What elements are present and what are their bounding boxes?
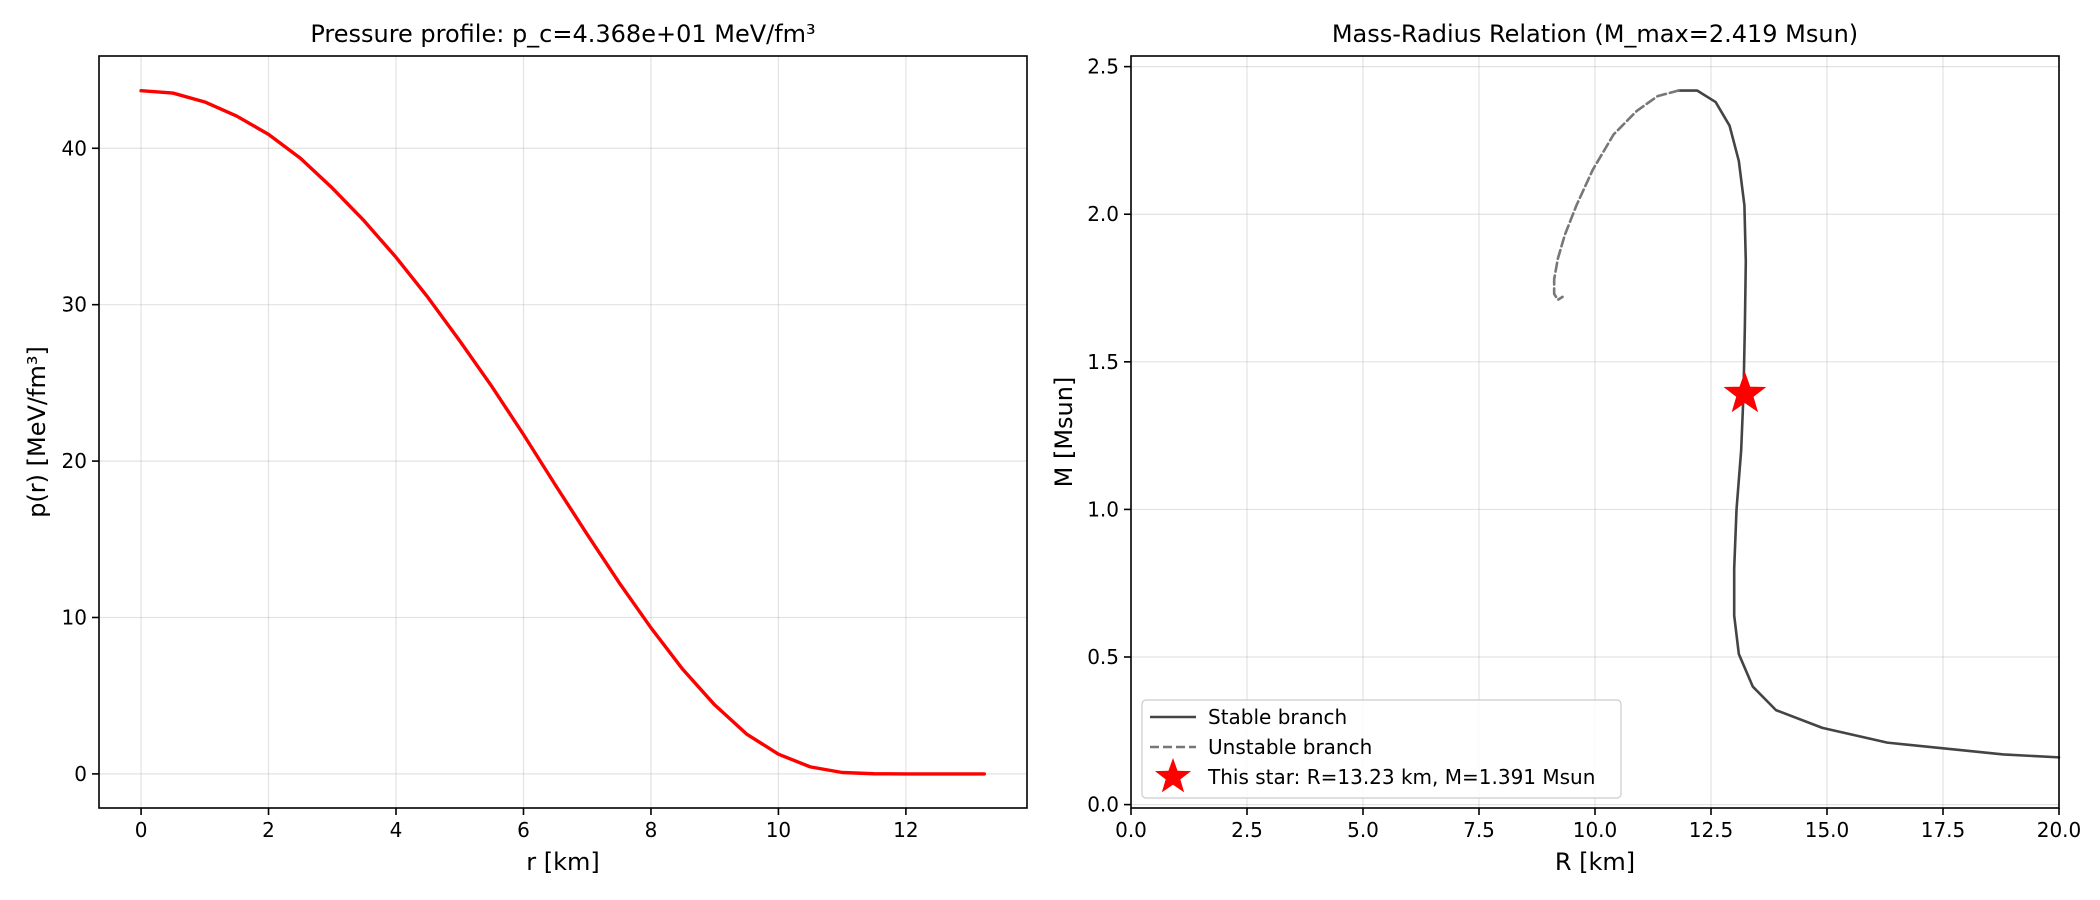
- pressure-series-line-pressure: [139, 89, 986, 776]
- mass-radius-xlabel: R [km]: [1555, 848, 1635, 876]
- pressure-xtick-label: 6: [517, 818, 530, 842]
- pressure-ytick-label: 20: [62, 449, 87, 473]
- mass-radius-ylabel: M [Msun]: [1050, 377, 1078, 488]
- legend-star-label: This star: R=13.23 km, M=1.391 Msun: [1207, 765, 1595, 789]
- pressure-panel: Pressure profile: p_c=4.368e+01 MeV/fm³ …: [23, 20, 1028, 876]
- pressure-xtick-label: 10: [766, 818, 791, 842]
- legend-unstable-label: Unstable branch: [1208, 735, 1372, 759]
- mass-radius-series-line-unstable: [1552, 89, 1680, 302]
- mass-radius-xtick-label: 10.0: [1573, 818, 1618, 842]
- legend: Stable branch Unstable branch This star:…: [1141, 699, 1622, 799]
- pressure-xtick-label: 0: [135, 818, 148, 842]
- pressure-ylabel: p(r) [MeV/fm³]: [23, 346, 51, 518]
- legend-star-icon: [1154, 758, 1192, 793]
- pressure-xtick-label: 2: [262, 818, 275, 842]
- pressure-ytick-label: 40: [62, 136, 87, 160]
- mass-radius-xtick-label: 17.5: [1921, 818, 1966, 842]
- mass-radius-grid: [1130, 56, 2060, 808]
- pressure-axes-frame: [98, 55, 1028, 809]
- mass-radius-xtick-label: 15.0: [1805, 818, 1850, 842]
- mass-radius-xtick-label: 12.5: [1689, 818, 1734, 842]
- mass-radius-title: Mass-Radius Relation (M_max=2.419 Msun): [1332, 20, 1858, 48]
- pressure-lines: [139, 89, 986, 776]
- pressure-ticks: 0 2 4 6 8 10 12 0 10 20 30 40: [62, 136, 919, 842]
- mass-radius-lines: [1552, 89, 2061, 759]
- mass-radius-panel: Mass-Radius Relation (M_max=2.419 Msun) …: [1050, 20, 2081, 876]
- mass-radius-xtick-label: 0.0: [1115, 818, 1147, 842]
- pressure-xtick-label: 8: [645, 818, 658, 842]
- this-star-marker: [1723, 371, 1767, 413]
- pressure-ytick-label: 30: [62, 293, 87, 317]
- pressure-ytick-label: 0: [74, 762, 87, 786]
- mass-radius-ticks: 0.0 2.5 5.0 7.5 10.0 12.5 15.0 17.5 20.0 0.0 0.5 1.…: [1087, 55, 2081, 842]
- mass-radius-ytick-label: 0.5: [1087, 645, 1119, 669]
- pressure-title: Pressure profile: p_c=4.368e+01 MeV/fm³: [310, 20, 815, 48]
- mass-radius-series-line-stable: [1677, 89, 2061, 759]
- mass-radius-ytick-label: 1.5: [1087, 350, 1119, 374]
- mass-radius-xtick-label: 7.5: [1463, 818, 1495, 842]
- mass-radius-ytick-label: 2.5: [1087, 55, 1119, 79]
- mass-radius-ytick-label: 1.0: [1087, 497, 1119, 521]
- pressure-ytick-label: 10: [62, 605, 87, 629]
- pressure-grid: [99, 56, 1027, 808]
- mass-radius-xtick-label: 5.0: [1347, 818, 1379, 842]
- pressure-xtick-label: 12: [893, 818, 918, 842]
- legend-stable-label: Stable branch: [1208, 705, 1347, 729]
- pressure-xlabel: r [km]: [526, 848, 600, 876]
- legend-star-swatch: [1154, 758, 1192, 793]
- mass-radius-ytick-label: 0.0: [1087, 793, 1119, 817]
- mass-radius-xtick-label: 20.0: [2037, 818, 2082, 842]
- pressure-xtick-label: 4: [390, 818, 403, 842]
- mass-radius-xtick-label: 2.5: [1231, 818, 1263, 842]
- legend-box: [1141, 699, 1622, 799]
- mass-radius-ytick-label: 2.0: [1087, 202, 1119, 226]
